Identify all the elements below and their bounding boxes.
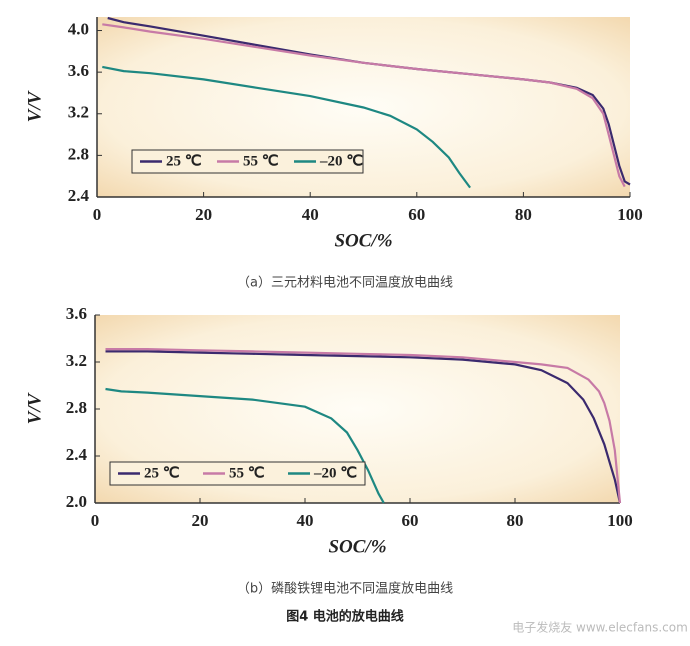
x-tick-label: 40 [297,511,314,530]
y-axis-title: V/V [24,90,45,122]
y-tick-label: 4.0 [68,19,89,38]
legend-box [109,461,366,486]
x-tick-label: 60 [402,511,419,530]
legend-label: –20 ℃ [319,153,363,169]
legend-label: 55 ℃ [243,153,279,169]
series-line [105,348,622,504]
x-tick-label: 20 [192,511,209,530]
y-tick-label: 2.8 [68,144,89,163]
x-tick-label: 100 [617,205,643,224]
figure-caption: 图4 电池的放电曲线 [286,609,404,625]
x-tick-label: 0 [91,511,100,530]
x-tick-label: 0 [93,205,102,224]
x-tick-label: 80 [507,511,524,530]
y-tick-label: 2.0 [66,492,87,511]
y-tick-label: 3.2 [66,351,87,370]
y-tick-label: 2.8 [66,398,87,417]
x-tick-label: 80 [515,205,532,224]
x-tick-label: 20 [195,205,212,224]
y-tick-label: 3.2 [68,103,89,122]
y-tick-label: 3.6 [68,61,89,80]
chart-caption: （b）磷酸铁锂电池不同温度放电曲线 [237,581,453,597]
legend-label: 25 ℃ [144,465,180,481]
y-tick-label: 3.6 [66,304,87,323]
series-line [105,350,622,504]
legend-label: –20 ℃ [313,465,357,481]
legend-box [131,149,364,174]
series-line [102,23,626,188]
y-axis-title: V/V [24,392,45,424]
series-line [105,387,385,504]
legend-label: 55 ℃ [229,465,265,481]
y-tick-label: 2.4 [68,186,90,205]
series-line [102,65,471,189]
x-tick-label: 100 [607,511,633,530]
chart-caption: （a）三元材料电池不同温度放电曲线 [237,275,453,291]
y-tick-label: 2.4 [66,445,88,464]
x-tick-label: 40 [302,205,319,224]
x-tick-label: 60 [408,205,425,224]
x-axis-title: SOC/% [328,536,386,557]
legend-label: 25 ℃ [166,153,202,169]
x-axis-title: SOC/% [334,230,392,251]
watermark: 电子发烧友 www.elecfans.com [512,620,688,635]
